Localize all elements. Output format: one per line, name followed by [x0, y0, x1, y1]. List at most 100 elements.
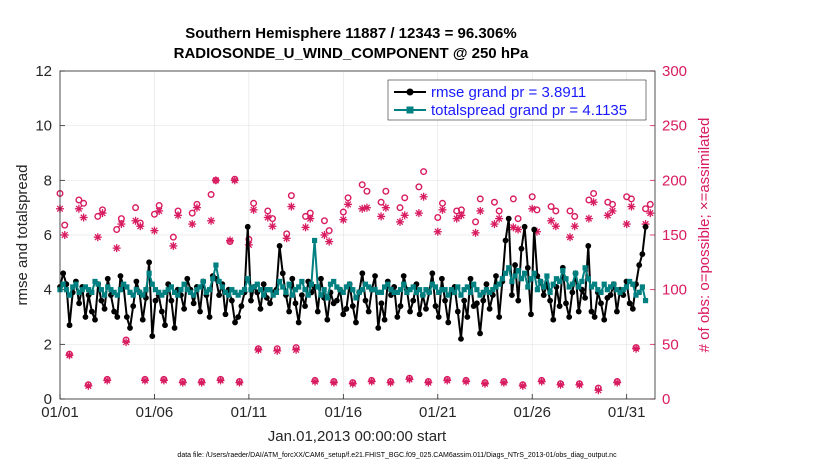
y-left-tick-label: 2 — [44, 336, 52, 353]
rmse-point — [639, 251, 646, 258]
spread-point — [604, 287, 610, 293]
asterisk-stroke — [85, 382, 92, 390]
rmse-point — [601, 316, 608, 323]
rmse-point — [88, 308, 95, 315]
asterisk-stroke — [207, 217, 215, 225]
possible-obs-point — [80, 199, 88, 207]
x-tick-label: 01/11 — [231, 404, 267, 421]
rmse-point — [438, 275, 445, 282]
spread-point — [359, 287, 365, 293]
rmse-point — [407, 308, 413, 315]
rmse-point — [82, 314, 89, 320]
spread-point — [350, 287, 356, 293]
x-axis-label: Jan.01,2013 00:00:00 start — [268, 428, 447, 445]
rmse-point — [464, 314, 471, 320]
assimilated-obs-point — [570, 222, 579, 231]
asterisk-stroke — [609, 207, 616, 215]
possible-obs-point — [339, 208, 347, 216]
rmse-point — [566, 314, 573, 320]
rmse-point — [556, 303, 563, 309]
spread-point — [213, 262, 219, 268]
y-left-tick-label: 4 — [44, 282, 52, 299]
rmse-point — [232, 319, 238, 326]
legend-spread-label: totalspread grand pr = 4.1135 — [431, 102, 627, 119]
assimilated-obs-point — [74, 204, 83, 213]
assimilated-obs-point — [528, 204, 537, 213]
possible-obs-point — [420, 168, 428, 176]
y-right-tick-label: 50 — [662, 336, 679, 353]
spread-point — [557, 278, 563, 285]
y-right-tick-label: 100 — [662, 282, 687, 299]
asterisk-stroke — [363, 204, 371, 211]
asterisk-stroke — [396, 218, 404, 226]
spread-point — [296, 284, 302, 290]
spread-point — [445, 292, 451, 298]
assimilated-obs-point — [608, 206, 617, 215]
rmse-point — [302, 303, 308, 309]
spread-point — [515, 267, 521, 274]
rmse-point — [588, 308, 595, 315]
x-tick-label: 01/26 — [513, 404, 551, 421]
asterisk-stroke — [151, 227, 158, 234]
rmse-point — [92, 316, 98, 323]
asterisk-stroke — [590, 198, 597, 206]
spread-point — [576, 284, 582, 290]
y-right-tick-label: 0 — [662, 391, 670, 408]
spread-point — [334, 284, 340, 290]
asterisk-stroke — [382, 204, 390, 211]
assimilated-obs-point — [98, 209, 107, 218]
spread-point — [206, 287, 213, 293]
rmse-point — [480, 297, 487, 304]
spread-point — [175, 292, 181, 298]
possible-obs-point — [287, 192, 295, 200]
rmse-point — [60, 270, 67, 277]
asterisk-stroke — [434, 228, 442, 236]
asterisk-stroke — [458, 212, 465, 219]
rmse-point — [190, 300, 197, 307]
spread-point — [467, 289, 474, 295]
rmse-point — [524, 264, 531, 271]
rmse-point — [171, 325, 178, 331]
spread-point — [614, 287, 620, 293]
spread-point — [327, 281, 334, 287]
y-right-tick-label: 300 — [662, 63, 687, 80]
possible-obs-point — [358, 181, 366, 189]
assimilated-obs-point — [211, 176, 220, 185]
assimilated-obs-point — [192, 203, 201, 212]
legend-rmse-label: rmse grand pr = 3.8911 — [431, 84, 586, 101]
assimilated-obs-point — [249, 205, 258, 214]
spread-point — [439, 287, 445, 293]
legend: rmse grand pr = 3.8911 totalspread grand… — [387, 79, 647, 121]
rmse-point — [362, 297, 369, 304]
chart-title-line2: RADIOSONDE_U_WIND_COMPONENT @ 250 hPa — [174, 45, 529, 62]
spread-point — [289, 292, 295, 298]
asterisk-stroke — [557, 381, 564, 389]
asterisk-stroke — [75, 205, 83, 213]
rmse-point — [508, 292, 515, 299]
x-tick-label: 01/16 — [325, 404, 363, 421]
spread-point — [216, 278, 222, 285]
rmse-point — [454, 308, 461, 315]
spread-point — [346, 281, 353, 287]
asterisk-stroke — [566, 233, 574, 241]
rmse-point — [575, 308, 582, 315]
rmse-point — [607, 292, 614, 299]
rmse-point — [238, 303, 245, 309]
asterisk-stroke — [476, 207, 484, 215]
possible-obs-point — [363, 187, 371, 195]
possible-obs-point — [490, 198, 498, 206]
possible-obs-point — [320, 217, 328, 225]
rmse-point — [569, 289, 576, 296]
assimilated-obs-point — [216, 376, 225, 385]
possible-obs-point — [94, 212, 102, 220]
possible-obs-point — [401, 194, 409, 202]
assimilated-obs-point — [495, 214, 504, 223]
spread-point — [582, 265, 588, 271]
rmse-point — [483, 281, 490, 288]
rmse-point — [521, 223, 528, 230]
spread-point — [149, 281, 155, 287]
spread-point — [404, 289, 410, 295]
assimilated-obs-point — [547, 216, 556, 225]
y-axis-right-ticks: 0 50 100 150 200 250 300 — [650, 63, 687, 408]
rmse-point — [149, 333, 156, 340]
